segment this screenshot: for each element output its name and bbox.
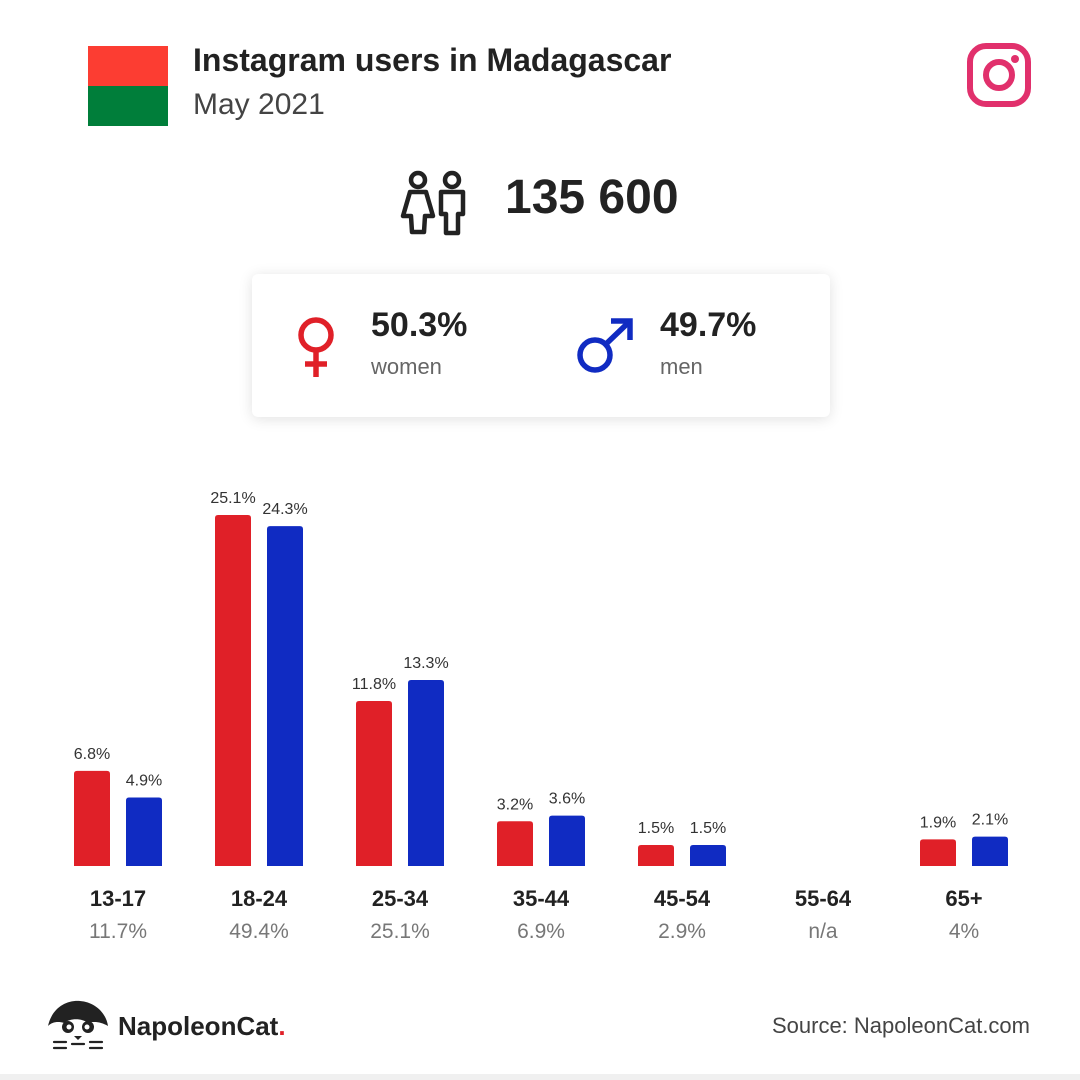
bar-men-65+ [972,836,1008,866]
category-total-13-17: 11.7% [89,920,147,943]
brand-dot: . [278,1011,286,1041]
category-label-18-24: 18-24 [231,886,288,911]
male-symbol-icon [577,318,633,373]
category-label-65+: 65+ [945,886,982,911]
bar-men-45-54 [690,845,726,866]
category-label-25-34: 25-34 [372,886,429,911]
data-label-men-13-17: 4.9% [126,772,162,789]
data-label-men-25-34: 13.3% [403,655,448,672]
gender-split-card: 50.3% women 49.7% men [252,274,830,417]
data-label-women-65+: 1.9% [920,814,956,831]
bar-men-13-17 [126,797,162,866]
category-total-65+: 4% [949,920,979,943]
data-label-women-25-34: 11.8% [352,676,396,693]
bar-women-35-44 [497,821,533,866]
bar-women-45-54 [638,845,674,866]
category-total-18-24: 49.4% [229,920,289,943]
bar-men-25-34 [408,680,444,866]
brand-name: NapoleonCat. [118,1011,286,1042]
age-gender-bar-chart: 6.8% 4.9% 13-17 11.7% 25.1% 24.3% 18-24 49.4% 11… [74,490,1008,943]
page-title: Instagram users in Madagascar [193,42,672,78]
bar-women-65+ [920,839,956,866]
bar-women-25-34 [356,700,392,866]
female-symbol-icon [298,317,334,377]
instagram-icon [967,43,1031,107]
flag-red-stripe [88,46,168,86]
data-label-women-35-44: 3.2% [497,796,533,813]
category-label-13-17: 13-17 [90,886,146,911]
category-total-35-44: 6.9% [517,920,565,943]
category-total-25-34: 25.1% [370,920,430,943]
bar-men-35-44 [549,815,585,866]
category-total-55-64: n/a [808,920,838,943]
data-label-men-45-54: 1.5% [690,820,726,837]
page-subtitle: May 2021 [193,88,325,121]
bar-women-13-17 [74,770,110,866]
bottom-strip [0,1074,1080,1080]
madagascar-flag-icon [88,46,168,126]
men-percentage: 49.7% [660,306,757,344]
women-label: women [371,354,442,379]
data-label-women-18-24: 25.1% [210,490,255,507]
women-percentage: 50.3% [371,306,468,344]
brand-text: NapoleonCat [118,1011,279,1041]
category-label-35-44: 35-44 [513,886,570,911]
category-label-55-64: 55-64 [795,886,852,911]
flag-green-stripe [88,86,168,126]
data-label-women-13-17: 6.8% [74,746,110,763]
data-label-women-45-54: 1.5% [638,820,674,837]
data-label-men-35-44: 3.6% [549,791,585,808]
napoleoncat-logo-icon [48,1000,108,1050]
men-label: men [660,354,703,379]
category-total-45-54: 2.9% [658,920,706,943]
data-label-men-65+: 2.1% [972,812,1008,829]
total-users-count: 135 600 [505,171,679,224]
bar-women-18-24 [215,515,251,866]
data-label-men-18-24: 24.3% [262,501,307,518]
bar-men-18-24 [267,526,303,866]
category-label-45-54: 45-54 [654,886,711,911]
people-icon [400,170,466,236]
source-note: Source: NapoleonCat.com [771,1013,1030,1038]
